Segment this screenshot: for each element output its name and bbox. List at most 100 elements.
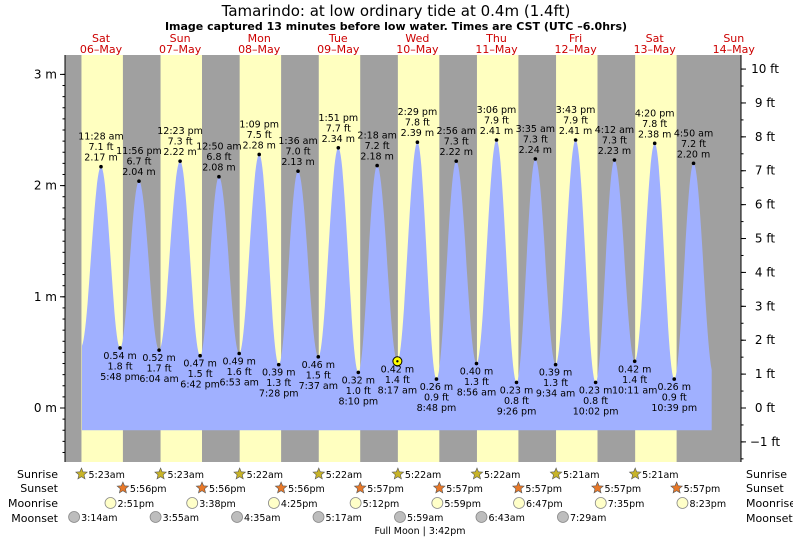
- moonrise-time-1: 3:38pm: [199, 499, 236, 510]
- extreme-label-26-1: 7.3 ft: [602, 136, 627, 147]
- extreme-label-20-2: 2.41 m: [480, 126, 513, 137]
- sun-moon-rows: 5:23am 5:23am 5:22am 5:22am 5:22am 5:22am 5:21…: [68, 467, 726, 524]
- moonrise-icon: [431, 497, 444, 509]
- sunrise-icon: [312, 467, 326, 480]
- extreme-label-27-2: 10:11 am: [612, 385, 657, 396]
- extreme-point-29: [672, 377, 677, 381]
- extreme-label-27-1: 1.4 ft: [622, 375, 647, 386]
- extreme-point-28: [652, 141, 657, 146]
- extreme-point-30: [691, 161, 696, 166]
- sunrise-time-1: 5:23am: [168, 470, 204, 481]
- extreme-label-17-1: 0.9 ft: [424, 393, 449, 404]
- moonset-icon: [557, 511, 569, 523]
- moonrise-time-0: 2:51pm: [117, 499, 154, 510]
- current-tide-marker-center: [396, 360, 399, 363]
- extreme-label-24-1: 7.9 ft: [563, 116, 588, 127]
- moonrise-label-left: Moonrise: [8, 497, 58, 510]
- extreme-label-3-1: 1.7 ft: [147, 364, 172, 375]
- extreme-point-4: [178, 159, 182, 163]
- extreme-label-1-0: 0.54 m: [103, 351, 136, 362]
- day-name-2: Mon: [248, 32, 271, 45]
- moonset-time-2: 4:35am: [244, 513, 280, 524]
- extreme-point-7: [237, 351, 241, 356]
- extreme-label-13-2: 8:10 pm: [338, 396, 378, 407]
- extreme-label-19-0: 0.40 m: [460, 367, 493, 378]
- sunset-icon: [353, 481, 367, 494]
- moonset-icon: [312, 511, 325, 523]
- full-moon-note: Full Moon | 3:42pm: [375, 526, 466, 537]
- extreme-label-11-2: 7:37 am: [299, 381, 338, 392]
- sunrise-time-4: 5:22am: [405, 470, 441, 481]
- extreme-label-8-1: 7.5 ft: [247, 130, 272, 141]
- moonset-icon: [231, 511, 243, 523]
- extreme-label-28-1: 7.8 ft: [642, 119, 667, 130]
- moonrise-icon: [676, 497, 689, 509]
- left-tick-label-3: 3 m: [34, 67, 57, 81]
- sunset-icon: [274, 481, 288, 494]
- sunset-icon: [670, 481, 684, 494]
- extreme-point-18: [454, 159, 459, 163]
- extreme-label-15-0: 0.42 m: [381, 364, 414, 375]
- left-tick-label-2: 2 m: [34, 179, 57, 193]
- extreme-label-12-2: 2.34 m: [322, 134, 355, 145]
- extreme-point-0: [99, 164, 103, 169]
- extreme-label-26-2: 2.23 m: [598, 146, 631, 157]
- extreme-label-0-0: 11:28 am: [78, 132, 123, 143]
- moonset-label-left: Moonset: [11, 512, 58, 525]
- extreme-label-14-2: 2.18 m: [360, 152, 393, 163]
- moonset-time-0: 3:14am: [81, 513, 117, 524]
- right-tick-label-3: 2 ft: [755, 333, 775, 347]
- sunset-icon: [116, 481, 130, 494]
- extreme-point-11: [316, 355, 321, 359]
- extreme-label-0-2: 2.17 m: [84, 153, 117, 164]
- extreme-label-6-0: 12:50 am: [196, 142, 241, 153]
- extreme-point-3: [157, 348, 161, 352]
- day-date-2: 08–May: [238, 43, 281, 56]
- extreme-label-17-0: 0.26 m: [420, 382, 453, 393]
- sunrise-label-left: Sunrise: [17, 468, 58, 481]
- sunset-time-0: 5:56pm: [130, 484, 167, 495]
- sunset-time-5: 5:57pm: [525, 484, 562, 495]
- extreme-label-14-0: 2:18 am: [357, 131, 396, 142]
- extreme-label-28-0: 4:20 pm: [635, 108, 675, 119]
- extreme-label-7-2: 6:53 am: [219, 378, 258, 389]
- right-tick-label-5: 4 ft: [755, 265, 775, 279]
- sunset-icon: [195, 481, 209, 494]
- day-date-3: 09–May: [317, 43, 360, 56]
- extreme-point-19: [474, 361, 479, 366]
- moonrise-icon: [594, 497, 607, 509]
- extreme-point-12: [336, 145, 341, 150]
- extreme-label-1-2: 5:48 pm: [100, 372, 140, 383]
- extreme-point-22: [533, 157, 538, 161]
- extreme-label-22-2: 2.24 m: [519, 145, 552, 156]
- extreme-label-3-0: 0.52 m: [142, 353, 175, 364]
- extreme-point-27: [632, 359, 637, 364]
- day-name-5: Thu: [485, 32, 507, 45]
- moonrise-time-5: 6:47pm: [526, 499, 563, 510]
- extreme-label-18-1: 7.3 ft: [444, 137, 469, 148]
- extreme-label-29-2: 10:39 pm: [651, 403, 697, 414]
- extreme-label-30-2: 2.20 m: [677, 149, 710, 160]
- extreme-label-12-1: 7.7 ft: [326, 123, 351, 134]
- extreme-point-13: [356, 370, 361, 375]
- moonset-icon: [149, 511, 162, 523]
- extreme-point-1: [118, 346, 122, 350]
- day-columns: Sat06–MaySun07–MayMon08–MayTue09–MayWed1…: [80, 32, 755, 57]
- right-tick-label-11: 10 ft: [751, 62, 779, 76]
- chart-title: Tamarindo: at low ordinary tide at 0.4m …: [221, 2, 571, 20]
- extreme-label-30-1: 7.2 ft: [681, 139, 706, 150]
- extreme-label-9-2: 7:28 pm: [259, 389, 299, 400]
- extreme-label-4-0: 12:23 pm: [157, 126, 203, 137]
- axes: 0 m 1 m 2 m 3 m −1 ft 0 ft 1 ft 2 ft 3 ft 4 ft 5 f…: [34, 55, 780, 462]
- extreme-label-22-1: 7.3 ft: [523, 134, 548, 145]
- sunset-icon: [591, 481, 604, 494]
- sunrise-icon: [628, 467, 642, 480]
- extreme-point-17: [434, 377, 439, 381]
- moonset-time-5: 6:43am: [488, 513, 524, 524]
- extreme-point-9: [276, 362, 281, 367]
- extreme-label-17-2: 8:48 pm: [417, 403, 457, 414]
- right-tick-label-4: 3 ft: [755, 299, 775, 313]
- sunrise-icon: [233, 467, 247, 480]
- right-tick-label-2: 1 ft: [755, 367, 775, 381]
- moonrise-time-4: 5:59pm: [444, 499, 481, 510]
